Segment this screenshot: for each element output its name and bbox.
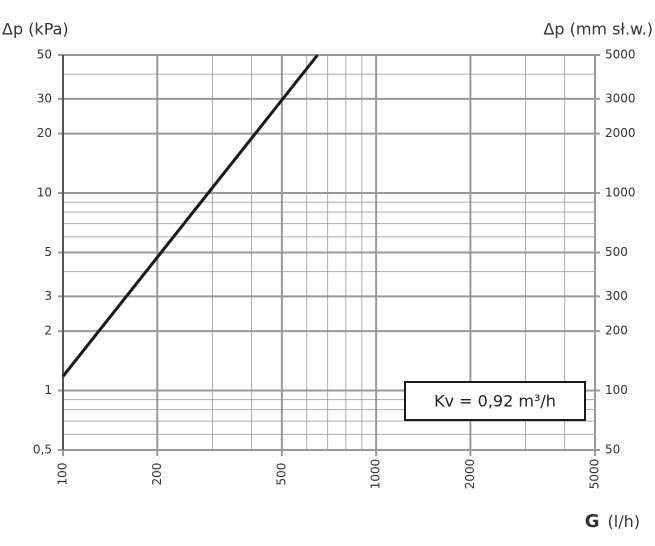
x-tick-label: 500 bbox=[274, 463, 288, 486]
y2-tick-label: 100 bbox=[605, 383, 628, 397]
y2-tick-label: 200 bbox=[605, 324, 628, 338]
y-tick-label: 2 bbox=[44, 324, 52, 338]
y-tick-label: 1 bbox=[44, 383, 52, 397]
x-axis-symbol: G bbox=[585, 511, 600, 532]
y-tick-label: 50 bbox=[37, 48, 52, 62]
x-axis-unit: (l/h) bbox=[608, 512, 640, 531]
x-tick-label: 1000 bbox=[369, 459, 383, 490]
y-axis-label: Δp (kPa) bbox=[2, 20, 69, 39]
x-tick-label: 200 bbox=[150, 463, 164, 486]
y-tick-label: 5 bbox=[44, 245, 52, 259]
y2-tick-label: 300 bbox=[605, 289, 628, 303]
data-line bbox=[61, 54, 319, 378]
x-tick-label: 5000 bbox=[588, 459, 602, 490]
y2-axis-label: Δp (mm sł.w.) bbox=[543, 20, 653, 39]
y-tick-label: 30 bbox=[37, 91, 52, 105]
y-tick-label: 0,5 bbox=[33, 443, 52, 457]
y2-tick-label: 5000 bbox=[605, 48, 636, 62]
y-tick-label: 3 bbox=[44, 289, 52, 303]
y2-tick-label: 3000 bbox=[605, 91, 636, 105]
annotation-box bbox=[404, 381, 586, 421]
y2-tick-label: 1000 bbox=[605, 186, 636, 200]
x-axis-label: G (l/h) bbox=[585, 511, 640, 532]
annotation: Kv = 0,92 m³/h bbox=[434, 392, 556, 411]
y2-tick-label: 2000 bbox=[605, 126, 636, 140]
y2-tick-label: 50 bbox=[605, 443, 620, 457]
y-tick-label: 10 bbox=[37, 186, 52, 200]
x-tick-label: 100 bbox=[56, 463, 70, 486]
y-tick-label: 20 bbox=[37, 126, 52, 140]
y2-tick-label: 500 bbox=[605, 245, 628, 259]
x-tick-label: 2000 bbox=[463, 459, 477, 490]
